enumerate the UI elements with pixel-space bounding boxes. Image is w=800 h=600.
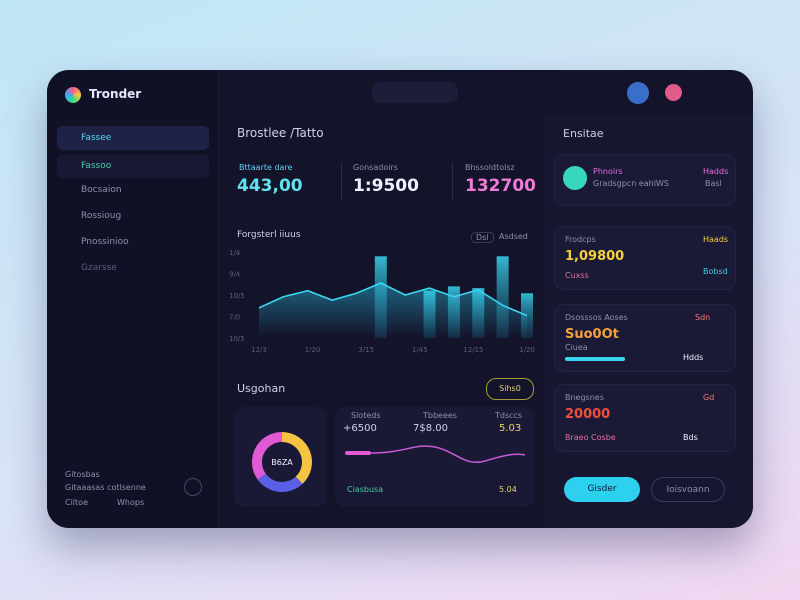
menu-item[interactable]: Pnossinioo (81, 237, 129, 247)
chart-action[interactable]: Asdsed (499, 232, 528, 241)
metric-side: Haads (703, 235, 729, 244)
metric-foot: Cuxss (565, 271, 589, 280)
y-tick-label: 10/5 (229, 292, 245, 300)
stat-value: 443,00 (237, 176, 303, 196)
menu-item[interactable]: Rossioug (81, 211, 122, 221)
metric-value: 1,09800 (565, 249, 625, 264)
logo (65, 87, 81, 103)
stat-label: Bttaarte dare (239, 163, 293, 172)
x-tick-label: 1/45 (412, 346, 428, 354)
footer-text: Whops (117, 498, 145, 507)
y-tick-label: 1/4 (229, 249, 241, 257)
donut-segment (252, 432, 282, 480)
footer-text: Ciltoe (65, 498, 88, 507)
metric-value: 20000 (565, 407, 611, 422)
usage-label: Sloteds (351, 411, 381, 420)
avatar[interactable] (627, 82, 649, 104)
x-tick-label: 3/15 (358, 346, 374, 354)
metric-card: Dsosssos Aoses Suo0Ot Ciuea Sdn Hdds (554, 304, 736, 372)
profile-sub: Gradsgpcn eahlWS (593, 179, 669, 188)
avatar[interactable] (665, 84, 682, 101)
metric-label: Dsosssos Aoses (565, 313, 628, 322)
footer-text: Gitaaasas cotlsenne (65, 483, 146, 492)
profile-tag: Hadds (703, 167, 729, 176)
metric-side: Hdds (683, 353, 704, 362)
secondary-button[interactable]: Ioisvoann (651, 477, 725, 502)
menu-item[interactable]: Fassee (57, 126, 209, 150)
x-tick-label: 1/20 (305, 346, 321, 354)
stat-label: Gonsadoirs (353, 163, 398, 172)
primary-button[interactable]: Gisder (564, 477, 640, 502)
metric-foot: Braeo Cosbe (565, 433, 616, 442)
usage-label: Tdsccs (495, 411, 523, 420)
area (259, 282, 527, 338)
donut-segment (282, 432, 312, 484)
y-tick-label: 9/4 (229, 271, 241, 279)
line (258, 282, 528, 317)
dashboard-card: Tronder Fassee Fassoo Bocsaion Rossioug … (47, 70, 753, 528)
metric-card: Frodcps 1,09800 Cuxss Haads Bobsd (554, 226, 736, 290)
performance-chart: 1/4 9/4 10/5 7/0 10/5 12/3 1/20 3/15 1/45 12/15 1/… (229, 249, 535, 354)
metric-foot: Ciuea (565, 343, 588, 352)
x-tick-label: 12/3 (251, 346, 267, 354)
button[interactable]: Sihs0 (486, 378, 534, 400)
stat-value: 1:9500 (353, 176, 419, 196)
metric-side: Bobsd (703, 267, 728, 276)
trend-line (345, 445, 525, 464)
metric-side: Bds (683, 433, 698, 442)
metric-value: Suo0Ot (565, 327, 619, 342)
donut-chart: B6ZA (252, 432, 312, 492)
divider (341, 162, 342, 200)
metric-side: Gd (703, 393, 715, 402)
x-tick-label: 1/20 (519, 346, 535, 354)
usage-footer: Ciasbusa (347, 485, 384, 494)
usage-label: Tbbeees (423, 411, 457, 420)
menu-item[interactable]: Fassoo (57, 154, 209, 178)
sidebar: Tronder Fassee Fassoo Bocsaion Rossioug … (47, 70, 219, 528)
right-title: Ensitae (563, 127, 604, 140)
profile-tag: Basl (705, 179, 722, 188)
metric-label: Bnegsnes (565, 393, 604, 402)
y-tick-label: 10/5 (229, 335, 245, 343)
search-box[interactable] (372, 82, 458, 103)
settings-icon[interactable] (184, 478, 202, 496)
footer-text: Gitosbas (65, 470, 100, 479)
x-tick-label: 12/15 (463, 346, 483, 354)
metric-side: Sdn (695, 313, 711, 322)
metric-label: Frodcps (565, 235, 596, 244)
usage-value: 5.03 (499, 423, 522, 434)
usage-value: 7$8.00 (413, 423, 448, 434)
menu-item[interactable]: Gzarsse (81, 263, 117, 273)
y-tick-label: 7/0 (229, 314, 240, 322)
badge: Dsl (471, 232, 494, 243)
profile-name: Phnoirs (593, 167, 623, 176)
usage-value: +6500 (343, 423, 377, 434)
profile-icon (563, 166, 587, 190)
metric-card: Bnegsnes 20000 Braeo Cosbe Gd Bds (554, 384, 736, 452)
divider (452, 162, 453, 200)
donut-segment (257, 473, 303, 492)
page-title: Brostlee /Tatto (237, 126, 324, 140)
profile-card: Phnoirs Gradsgpcn eahlWS Hadds Basl (554, 154, 736, 206)
chart-title: Forgsterl iiuus (237, 230, 301, 240)
menu-item[interactable]: Bocsaion (81, 185, 122, 195)
donut-center: B6ZA (271, 458, 293, 467)
usage-panel: Sloteds Tbbeees Tdsccs +6500 7$8.00 5.03… (335, 407, 535, 507)
usage-footer: 5.04 (499, 485, 517, 494)
progress-bar (565, 357, 625, 361)
section-title: Usgohan (237, 382, 286, 395)
stat-value: 132700 (465, 176, 536, 196)
brand: Tronder (89, 87, 142, 101)
stat-label: Bhssoldtolsz (465, 163, 515, 172)
